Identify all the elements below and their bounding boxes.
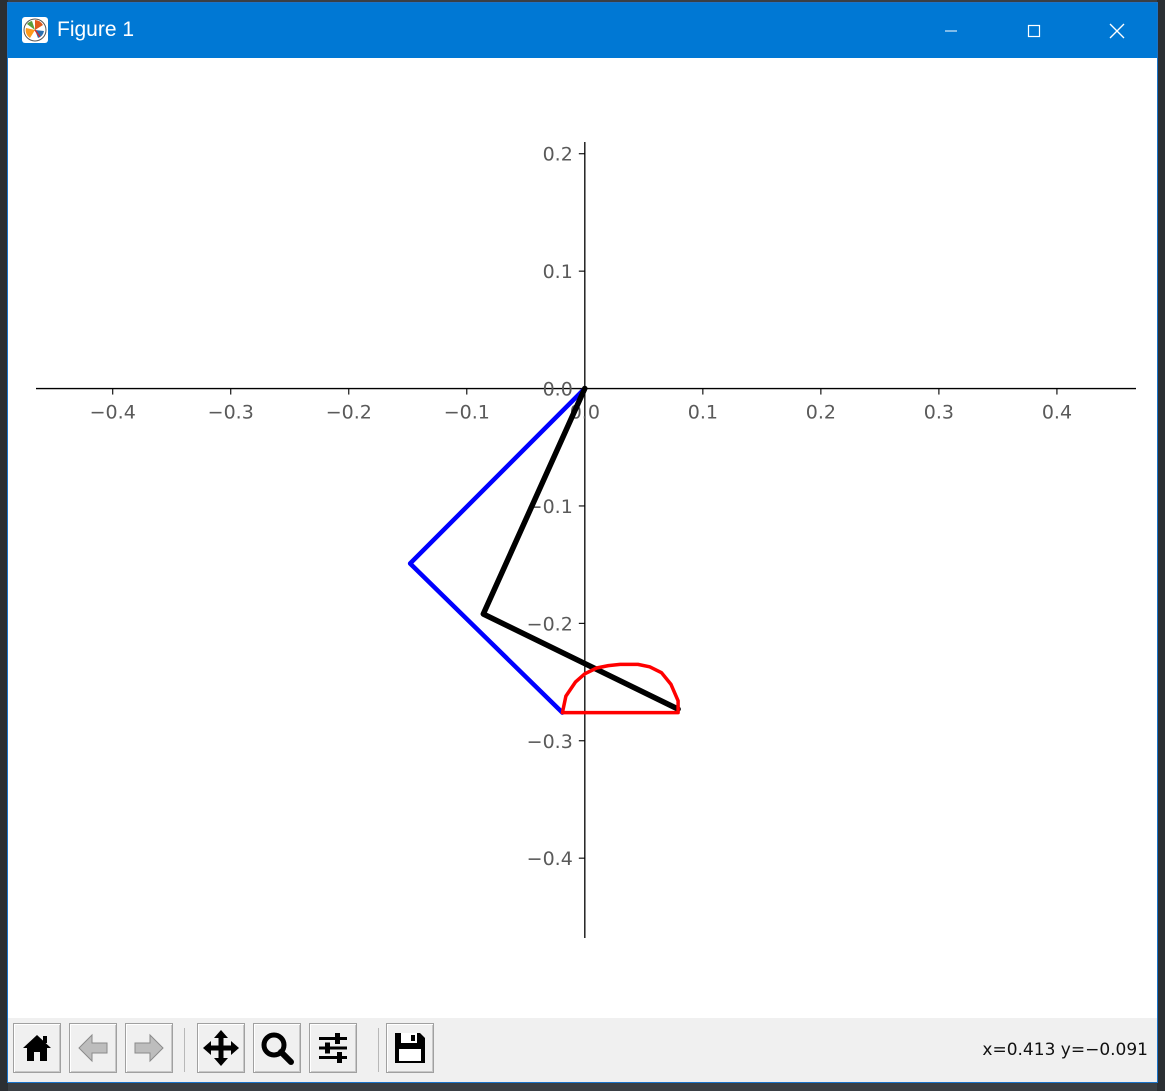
x-tick-label: 0.3 — [924, 402, 954, 424]
matplotlib-icon — [22, 17, 48, 43]
arrow-left-icon — [78, 1033, 108, 1063]
arrow-right-icon — [134, 1033, 164, 1063]
y-tick-label: −0.3 — [527, 731, 573, 753]
x-tick-label: −0.2 — [326, 402, 372, 424]
toolbar-separator — [378, 1028, 379, 1072]
sliders-icon — [319, 1033, 347, 1063]
save-button[interactable] — [386, 1023, 434, 1073]
zoom-button[interactable] — [253, 1023, 301, 1073]
series-line-2 — [560, 662, 680, 715]
navigation-toolbar: x=0.413 y=−0.091 — [8, 1018, 1157, 1082]
y-tick-label: −0.4 — [527, 848, 573, 870]
x-tick-label: −0.4 — [90, 402, 136, 424]
x-tick-label: 0.1 — [688, 402, 718, 424]
x-tick-label: 0.2 — [806, 402, 836, 424]
magnifier-icon — [261, 1032, 294, 1065]
x-tick-label: 0.4 — [1042, 402, 1072, 424]
toolbar-separator — [184, 1028, 185, 1072]
figure-canvas[interactable]: −0.4 −0.3 −0.2 −0.1 0.0 0.1 0.2 0.3 0.4 −0.4 −0.3 −… — [8, 58, 1157, 1018]
plot-area[interactable]: −0.4 −0.3 −0.2 −0.1 0.0 0.1 0.2 0.3 0.4 −0.4 −0.3 −… — [8, 58, 1157, 1018]
series-line-1 — [480, 385, 681, 712]
cursor-coordinates: x=0.413 y=−0.091 — [982, 1040, 1148, 1060]
x-tick-label: −0.3 — [208, 402, 254, 424]
pan-button[interactable] — [197, 1023, 245, 1073]
forward-button[interactable] — [125, 1023, 173, 1073]
y-tick-label: 0.0 — [543, 379, 573, 401]
maximize-icon — [1027, 24, 1041, 37]
maximize-button[interactable] — [993, 3, 1075, 58]
series-line-0 — [407, 386, 588, 715]
x-tick-label: −0.1 — [444, 402, 490, 424]
y-tick-label: −0.1 — [527, 496, 573, 518]
home-icon — [23, 1035, 51, 1061]
back-button[interactable] — [69, 1023, 117, 1073]
y-tick-label: −0.2 — [527, 613, 573, 635]
minimize-button[interactable] — [910, 3, 992, 58]
desktop-background-left — [0, 0, 8, 1091]
window-title: Figure 1 — [57, 18, 135, 41]
figure-window: Figure 1 −0.4 −0.3 −0.2 −0.1 0.0 0.1 0.2 0.3 0.4… — [7, 2, 1158, 1083]
home-button[interactable] — [13, 1023, 61, 1073]
desktop-background-right — [1157, 0, 1165, 1091]
close-icon — [1109, 23, 1125, 38]
close-button[interactable] — [1076, 3, 1157, 58]
move-icon — [203, 1030, 239, 1066]
title-bar[interactable]: Figure 1 — [8, 3, 1157, 58]
floppy-disk-icon — [395, 1033, 425, 1063]
y-tick-label: 0.2 — [543, 144, 573, 166]
configure-subplots-button[interactable] — [309, 1023, 357, 1073]
y-tick-label: 0.1 — [543, 261, 573, 283]
minimize-icon — [945, 30, 957, 31]
